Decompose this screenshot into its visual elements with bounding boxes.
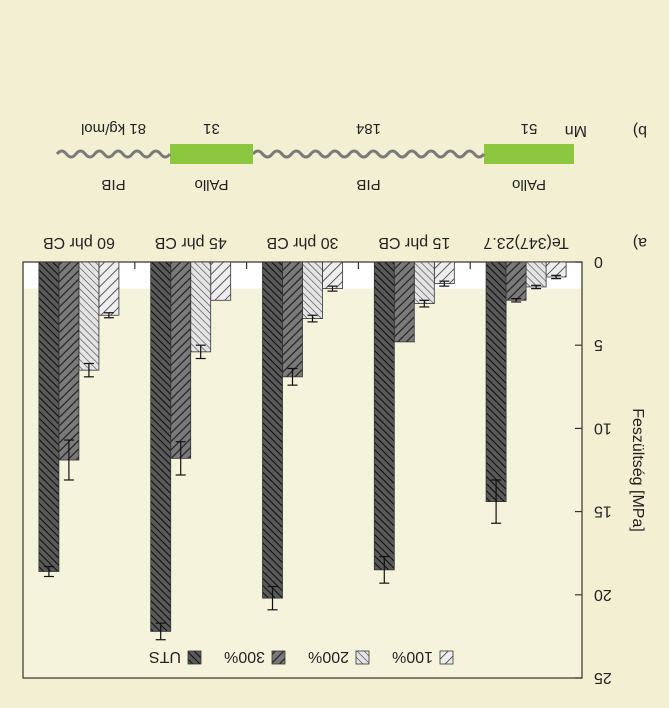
segment-name-3: PIB <box>101 176 125 193</box>
segment-name-2: PAllo <box>195 176 229 193</box>
panel-a-label: a) <box>633 234 647 251</box>
segment-mn-1: 184 <box>356 120 381 137</box>
segment-name-1: PIB <box>356 176 380 193</box>
bar-300%-2 <box>282 261 303 378</box>
legend: 100% 200% 300% UTS <box>149 648 454 665</box>
bar-200%-3 <box>190 261 212 353</box>
error-bar-300%-2 <box>287 367 298 386</box>
bar-300%-3 <box>170 261 192 459</box>
y-tick-label-3: 15 <box>594 503 612 520</box>
error-bar-300%-3 <box>175 441 186 476</box>
category-label-1: 15 phr CB <box>378 234 450 251</box>
error-bar-100%-0 <box>551 274 562 280</box>
category-label-2: 30 phr CB <box>266 234 338 251</box>
panel-b-label: b) <box>633 122 647 139</box>
bar-100%-4 <box>98 261 120 316</box>
segment-chain-3 <box>55 149 172 159</box>
category-label-4: 60 phr CB <box>43 234 115 251</box>
bar-200%-1 <box>413 261 435 305</box>
error-bar-100%-2 <box>327 285 338 292</box>
legend-swatch-3 <box>187 650 202 665</box>
legend-label-2: 300% <box>224 648 265 665</box>
bar-UTS-4 <box>38 261 60 572</box>
error-bar-100%-1 <box>439 280 450 287</box>
segment-mn-0: 51 <box>521 120 538 137</box>
legend-swatch-0 <box>439 650 454 665</box>
y-tick-label-1: 5 <box>594 336 603 353</box>
error-bar-200%-1 <box>419 299 430 308</box>
error-bar-UTS-2 <box>267 585 278 611</box>
bar-100%-2 <box>322 261 343 290</box>
y-tick-label-4: 20 <box>594 586 612 603</box>
bar-100%-3 <box>210 261 232 301</box>
error-bar-200%-2 <box>307 314 318 323</box>
bar-200%-0 <box>525 261 547 288</box>
bar-UTS-2 <box>262 261 283 599</box>
error-bar-300%-4 <box>63 439 74 481</box>
segment-mn-3: 81 kg/mol <box>81 120 146 137</box>
error-bar-200%-3 <box>195 344 206 360</box>
y-tick-label-0: 0 <box>594 253 603 270</box>
legend-swatch-2 <box>271 650 286 665</box>
error-bar-UTS-4 <box>43 565 54 578</box>
legend-label-3: UTS <box>149 648 181 665</box>
panel-b: b) Mn PAllo 51 PIB 184 PAllo 31 PIB 81 kg/mol <box>55 120 647 193</box>
bar-300%-1 <box>393 261 415 343</box>
error-bar-200%-4 <box>83 362 94 378</box>
legend-swatch-1 <box>355 650 370 665</box>
mn-label: Mn <box>565 122 587 139</box>
bar-200%-2 <box>302 261 323 319</box>
bar-UTS-1 <box>373 261 395 571</box>
block-copolymer-diagram: PAllo 51 PIB 184 PAllo 31 PIB 81 kg/mol <box>55 120 574 193</box>
y-tick-label-2: 10 <box>594 419 612 436</box>
legend-label-1: 200% <box>308 648 349 665</box>
bar-300%-4 <box>58 261 80 461</box>
legend-label-0: 100% <box>392 648 433 665</box>
y-axis-label: Feszültség [MPa] <box>629 408 646 532</box>
y-tick-label-5: 25 <box>594 669 612 686</box>
bar-200%-4 <box>78 261 100 371</box>
bar-UTS-3 <box>150 261 172 632</box>
error-bar-200%-0 <box>531 284 542 290</box>
segment-block-0 <box>484 144 574 164</box>
error-bar-100%-4 <box>103 312 114 319</box>
segment-block-2 <box>170 144 253 164</box>
segment-name-0: PAllo <box>512 176 546 193</box>
bar-UTS-0 <box>485 261 507 503</box>
error-bar-300%-0 <box>511 298 522 303</box>
error-bar-UTS-0 <box>491 479 502 524</box>
error-bar-UTS-1 <box>379 555 390 584</box>
panel-a: a) 0 5 10 15 20 25 Feszültség [MPa] Te(347)23.7… <box>22 234 647 686</box>
segment-mn-2: 31 <box>203 120 220 137</box>
category-label-3: 45 phr CB <box>155 234 227 251</box>
error-bar-UTS-3 <box>155 622 166 641</box>
bar-chart: 0 5 10 15 20 25 Feszültség [MPa] Te(347)23.7 15 … <box>22 234 646 686</box>
category-label-0: Te(347)23.7 <box>483 234 568 251</box>
mn-label-text: Mn <box>565 122 587 139</box>
bar-300%-0 <box>505 261 527 301</box>
bar-100%-1 <box>433 261 455 285</box>
segment-chain-1 <box>251 149 486 159</box>
